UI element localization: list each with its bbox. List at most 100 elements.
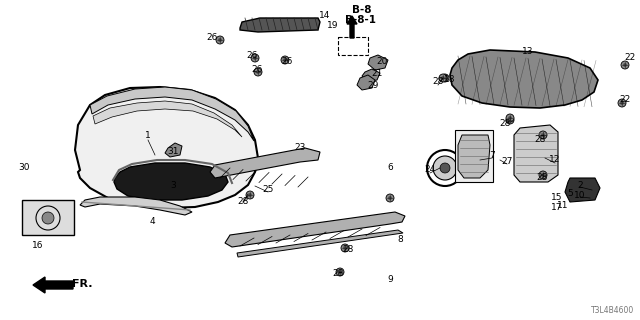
Polygon shape (114, 163, 228, 200)
Circle shape (283, 58, 287, 62)
Circle shape (248, 193, 252, 197)
Circle shape (508, 118, 512, 122)
Bar (338, 37, 368, 55)
Text: 28: 28 (432, 77, 444, 86)
Text: 7: 7 (489, 150, 495, 159)
Circle shape (618, 99, 626, 107)
Polygon shape (458, 135, 490, 178)
Polygon shape (357, 75, 375, 90)
Circle shape (281, 56, 289, 64)
Text: 5: 5 (567, 188, 573, 197)
Polygon shape (75, 87, 258, 208)
Circle shape (506, 114, 514, 122)
Polygon shape (93, 101, 242, 137)
Circle shape (506, 116, 514, 124)
Text: 2: 2 (577, 180, 583, 189)
Circle shape (433, 156, 457, 180)
Text: 13: 13 (522, 47, 534, 57)
Circle shape (541, 173, 545, 177)
Text: 28: 28 (499, 118, 511, 127)
Text: T3L4B4600: T3L4B4600 (591, 306, 634, 315)
Circle shape (254, 68, 262, 76)
Text: 28: 28 (332, 269, 344, 278)
FancyArrow shape (33, 277, 73, 293)
Circle shape (251, 54, 259, 62)
Text: 10: 10 (574, 190, 586, 199)
Text: 12: 12 (549, 156, 561, 164)
Circle shape (256, 70, 260, 74)
Text: 22: 22 (625, 52, 636, 61)
Circle shape (246, 191, 254, 199)
Text: 11: 11 (557, 201, 569, 210)
Text: 30: 30 (19, 164, 29, 172)
Bar (455, 130, 493, 182)
Circle shape (253, 56, 257, 60)
Polygon shape (80, 197, 192, 215)
Circle shape (341, 244, 349, 252)
Circle shape (216, 36, 224, 44)
Text: 4: 4 (149, 218, 155, 227)
Circle shape (388, 196, 392, 200)
Polygon shape (368, 55, 388, 70)
Circle shape (440, 163, 450, 173)
Text: 23: 23 (294, 143, 306, 153)
Circle shape (508, 116, 512, 120)
Text: 31: 31 (167, 148, 179, 156)
Text: 27: 27 (501, 157, 513, 166)
Circle shape (343, 246, 347, 250)
Polygon shape (240, 18, 320, 32)
FancyArrow shape (347, 16, 357, 38)
Bar (22, 200, 74, 235)
Text: 15: 15 (551, 193, 563, 202)
Circle shape (539, 171, 547, 179)
Text: 1: 1 (145, 131, 151, 140)
Circle shape (620, 101, 624, 105)
Circle shape (541, 133, 545, 137)
Text: B-8-1: B-8-1 (344, 15, 376, 25)
Text: 25: 25 (262, 186, 274, 195)
Text: 6: 6 (387, 164, 393, 172)
Polygon shape (362, 69, 380, 82)
Circle shape (623, 63, 627, 67)
Text: 28: 28 (536, 173, 548, 182)
Text: 26: 26 (246, 51, 258, 60)
Circle shape (539, 131, 547, 139)
Text: 17: 17 (551, 204, 563, 212)
Polygon shape (565, 178, 600, 202)
Circle shape (541, 133, 545, 137)
Text: 29: 29 (367, 81, 379, 90)
Polygon shape (225, 212, 405, 247)
Text: 26: 26 (252, 66, 262, 75)
Circle shape (338, 270, 342, 274)
Circle shape (441, 76, 445, 80)
Text: FR.: FR. (72, 279, 92, 289)
Circle shape (443, 76, 447, 80)
Circle shape (218, 38, 222, 42)
Polygon shape (514, 125, 558, 182)
Text: 28: 28 (534, 135, 546, 145)
Circle shape (336, 268, 344, 276)
Circle shape (42, 212, 54, 224)
Polygon shape (90, 87, 254, 141)
Polygon shape (165, 143, 182, 157)
Polygon shape (210, 148, 320, 178)
Text: 14: 14 (319, 11, 331, 20)
Text: 24: 24 (424, 165, 436, 174)
Polygon shape (450, 50, 598, 108)
Text: 28: 28 (342, 245, 354, 254)
Circle shape (621, 61, 629, 69)
Text: 8: 8 (397, 236, 403, 244)
Text: B-8: B-8 (352, 5, 372, 15)
Text: 18: 18 (444, 76, 456, 84)
Text: 3: 3 (170, 180, 176, 189)
Text: 21: 21 (371, 68, 383, 77)
Circle shape (386, 194, 394, 202)
Text: 19: 19 (327, 20, 339, 29)
Text: 26: 26 (282, 58, 292, 67)
Polygon shape (237, 230, 403, 257)
Text: 20: 20 (376, 58, 388, 67)
Text: 16: 16 (32, 241, 44, 250)
Text: 22: 22 (620, 95, 630, 105)
Circle shape (439, 74, 447, 82)
Text: 26: 26 (206, 34, 218, 43)
